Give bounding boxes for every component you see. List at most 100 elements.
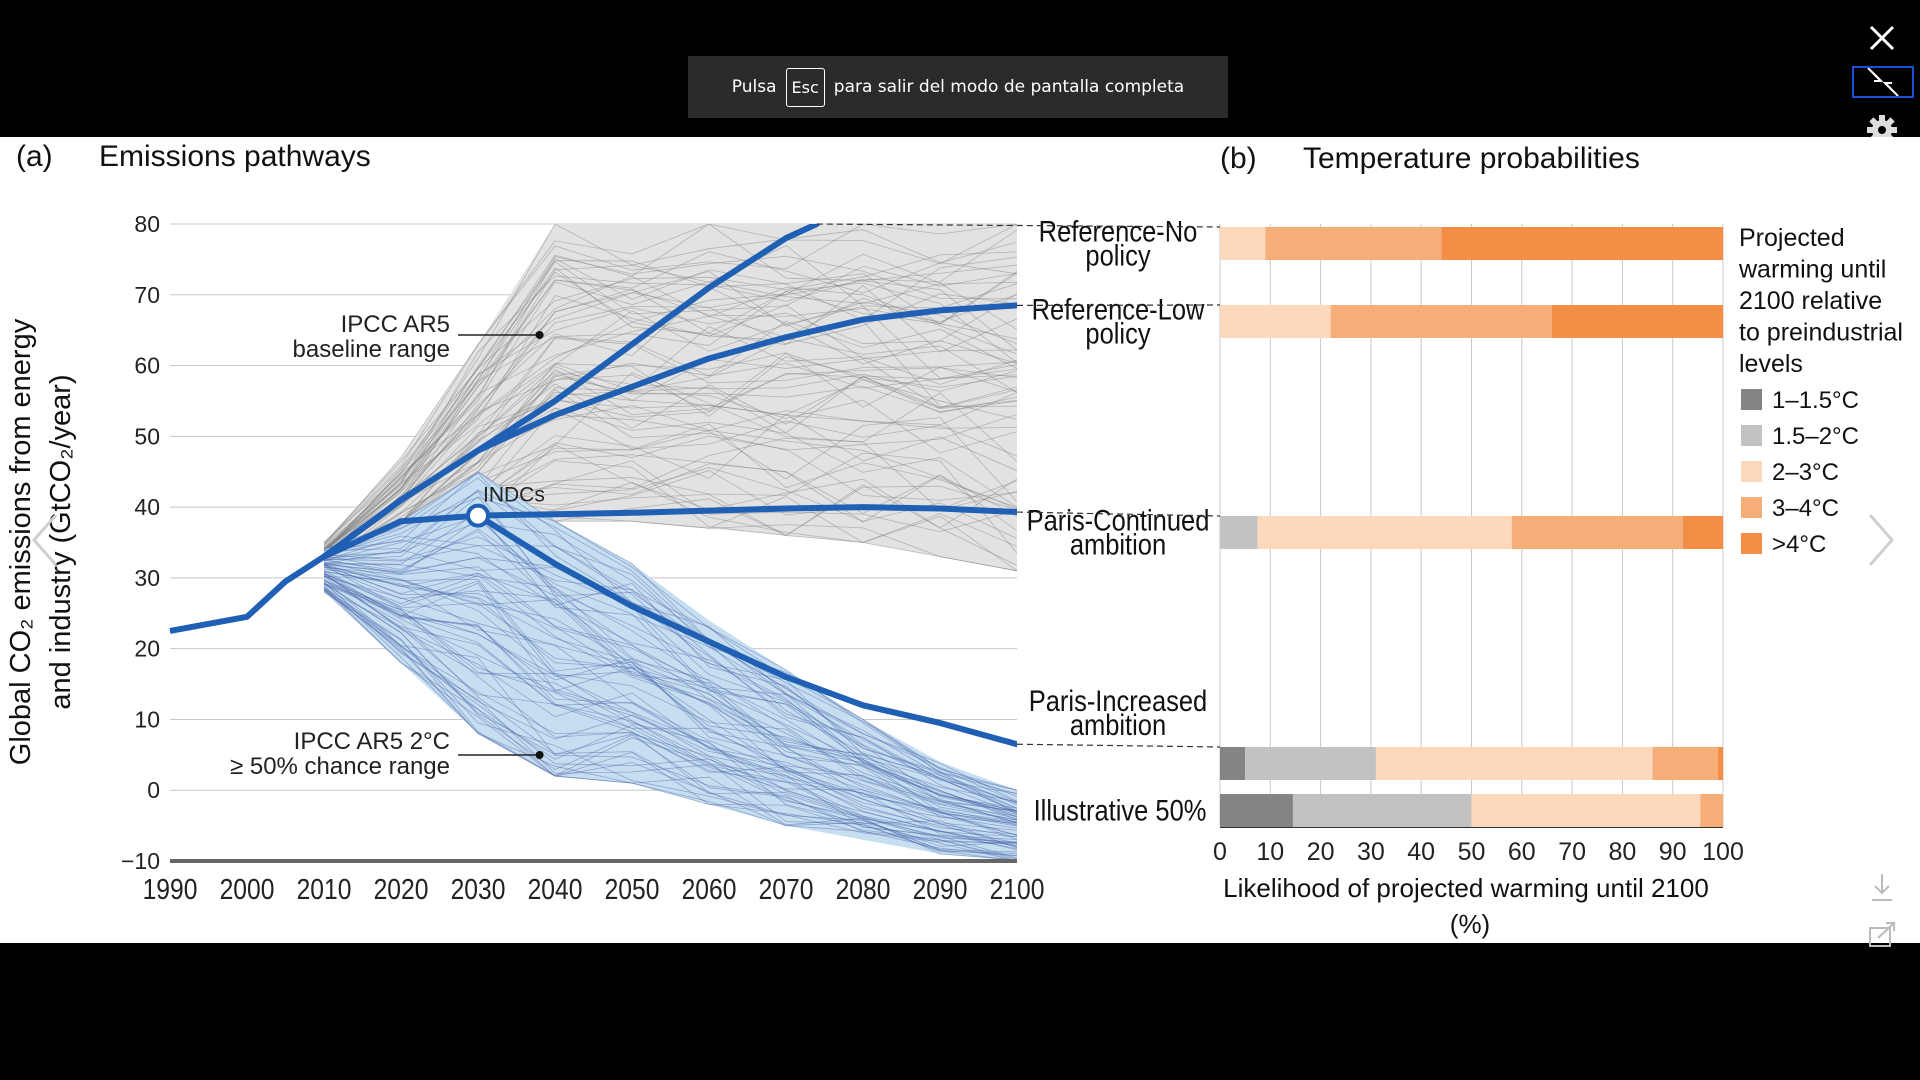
series-line-paris-increased-ambition [475, 512, 1017, 748]
baseline-range-scenario-line [323, 251, 1017, 546]
baseline-range-scenario-line [323, 293, 1017, 550]
baseline-range-scenario-line [323, 281, 1017, 549]
b-x-tick-label-10: 10 [1256, 838, 1284, 866]
baseline-range-scenario-line [323, 244, 1017, 553]
baseline-range-scenario-line [323, 372, 1017, 565]
category-label-reference-low-policy-line2: policy [1085, 317, 1150, 350]
y-tick-label-20: 20 [134, 636, 160, 662]
bar-reference-low-policy-4-c [1551, 305, 1723, 338]
x-tick-label-2090: 2090 [913, 873, 968, 905]
two-degree-range-scenario-line [323, 496, 1017, 809]
download-button[interactable] [1862, 868, 1902, 908]
bar-reference-no-policy-3-4-c [1265, 227, 1442, 260]
baseline-range-scenario-line [323, 256, 1017, 551]
category-label-paris-continued-ambition-line1: Paris-Continued [1027, 504, 1210, 537]
baseline-range-scenario-line [323, 255, 1017, 546]
fullscreen-exit-banner: Pulsa Esc para salir del modo de pantall… [688, 56, 1228, 118]
banner-prefix: Pulsa [731, 77, 777, 97]
baseline-range-scenario-line [323, 224, 1017, 543]
y-tick-label-30: 30 [134, 565, 160, 591]
panel-b-label: (b) [1220, 142, 1257, 175]
two-degree-range-scenario-line [323, 517, 1017, 812]
baseline-range-scenario-line [323, 326, 1017, 555]
plot-area [321, 224, 1017, 861]
baseline-range-scenario-line [323, 305, 1017, 552]
b-x-axis-label-line2: (%) [1450, 909, 1490, 939]
b-x-tick-label-30: 30 [1357, 838, 1385, 866]
two-degree-range-scenario-line [323, 491, 1017, 804]
legend-label-1-5-2-c: 1.5–2°C [1772, 423, 1859, 450]
two-degree-range-scenario-line [323, 536, 1017, 809]
close-button[interactable] [1862, 18, 1902, 58]
two-degree-range-scenario-line [323, 572, 1017, 840]
two-degree-range-scenario-line [323, 583, 1017, 838]
legend-label-4-c: >4°C [1772, 531, 1826, 558]
two-degree-range-scenario-line [323, 477, 1017, 791]
baseline-range-scenario-line [323, 375, 1017, 565]
two-degree-range-scenario-line [323, 588, 1017, 840]
exit-fullscreen-icon [1867, 67, 1899, 97]
two-degree-range-scenario-line [323, 563, 1017, 824]
two-degree-range-scenario-line [323, 575, 1017, 829]
bar-illustrative-50-1-5-2-c [1292, 794, 1472, 827]
y-tick-label-80: 80 [134, 211, 160, 237]
two-degree-range-scenario-line [323, 589, 1017, 861]
baseline-range-scenario-line [323, 286, 1017, 558]
panel-a-title: Emissions pathways [99, 140, 371, 173]
b-x-axis-label-line1: Likelihood of projected warming until 21… [1223, 873, 1709, 903]
two-degree-range-scenario-line [323, 583, 1017, 851]
figure-canvas: −10 0 10 20 30 40 50 60 70 80 1990 2000 2010 2020 2030… [0, 137, 1920, 943]
two-degree-range-scenario-line [323, 530, 1017, 817]
bar-paris-increased-ambition-2-3-c [1375, 747, 1653, 780]
two-degree-range-scenario-line [323, 515, 1017, 812]
legend-swatch-2-3-c [1741, 461, 1762, 482]
baseline-range-scenario-line [323, 297, 1017, 551]
two-degree-range-scenario-line [323, 570, 1017, 823]
baseline-range-scenario-line [323, 352, 1017, 561]
b-x-tick-label-80: 80 [1608, 838, 1636, 866]
b-x-tick-label-90: 90 [1659, 838, 1687, 866]
category-label-illustrative-50: Illustrative 50% [1034, 794, 1207, 827]
next-slide-button[interactable] [1862, 505, 1902, 575]
panel-b-title: Temperature probabilities [1303, 142, 1640, 175]
y-tick-label-70: 70 [134, 282, 160, 308]
two-degree-range-scenario-line [323, 564, 1017, 818]
settings-button[interactable] [1862, 112, 1902, 152]
previous-slide-button[interactable] [26, 505, 66, 575]
x-tick-label-2060: 2060 [682, 873, 737, 905]
two-degree-range-scenario-line [323, 575, 1017, 836]
x-tick-label-1990: 1990 [143, 873, 198, 905]
two-degree-range-scenario-line [323, 573, 1017, 847]
two-degree-range-scenario-line [323, 471, 1017, 791]
two-degree-range-scenario-line [323, 471, 1017, 802]
banner-suffix: para salir del modo de pantalla completa [833, 77, 1185, 97]
legend-title-line-2: warming until [1738, 256, 1886, 284]
two-degree-range-scenario-line [323, 573, 1017, 827]
baseline-range-scenario-line [323, 352, 1017, 566]
two-degree-range-scenario-line [323, 511, 1017, 802]
x-tick-label-2040: 2040 [528, 873, 583, 905]
legend-label-1-1-5-c: 1–1.5°C [1772, 387, 1859, 414]
baseline-range-label-line2: baseline range [293, 336, 450, 363]
category-label-reference-no-policy-line1: Reference-No [1039, 215, 1198, 248]
two-degree-range-scenario-line [323, 535, 1017, 806]
category-label-reference-low-policy-line1: Reference-Low [1032, 293, 1206, 326]
baseline-range-scenario-line [323, 224, 1017, 544]
x-tick-label-2080: 2080 [836, 873, 891, 905]
legend-swatch-1-1-5-c [1741, 389, 1762, 410]
b-x-tick-label-50: 50 [1458, 838, 1486, 866]
panel-a-label: (a) [16, 140, 53, 173]
exit-fullscreen-button[interactable] [1852, 66, 1914, 98]
two-degree-range-scenario-line [323, 589, 1017, 861]
x-tick-label-2030: 2030 [451, 873, 506, 905]
two-degree-range-scenario-line [323, 564, 1017, 823]
indcs-marker [466, 503, 490, 528]
bar-paris-continued-ambition-3-4-c [1511, 516, 1683, 549]
two-degree-range-scenario-line [323, 564, 1017, 821]
legend-swatch-4-c [1741, 533, 1762, 554]
share-button[interactable] [1862, 914, 1902, 954]
two-degree-range-scenario-line [323, 570, 1017, 821]
two-degree-range-scenario-line [323, 575, 1017, 847]
bar-paris-increased-ambition-4-c [1717, 747, 1723, 780]
baseline-range-scenario-line [323, 282, 1017, 552]
